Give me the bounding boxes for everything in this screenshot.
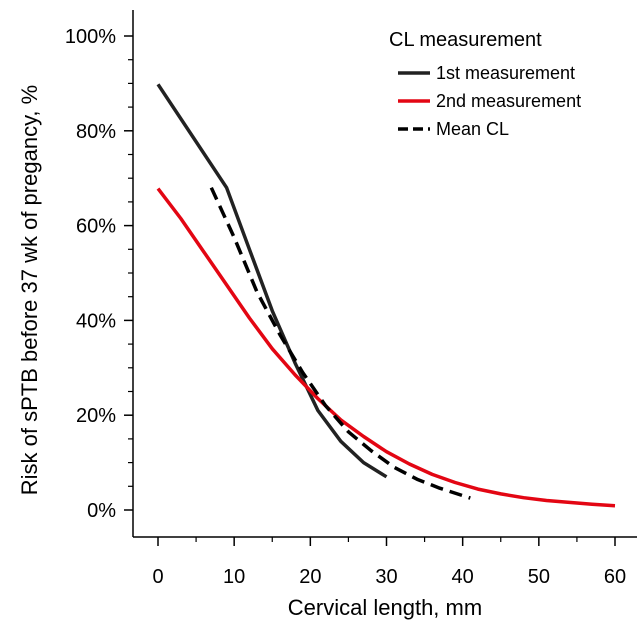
y-axis-ticks: 0% 20% 40% 60% 80% 100% bbox=[65, 26, 133, 522]
x-axis-ticks: 0 10 20 30 40 50 60 bbox=[152, 537, 626, 588]
legend-label: 2nd measurement bbox=[436, 91, 581, 111]
plot-area: 0 10 20 30 40 50 60 0% 20% 40% 60% 80% 100% bbox=[65, 10, 637, 588]
legend-items: 1st measurement 2nd measurement Mean CL bbox=[398, 63, 581, 139]
x-tick-label: 30 bbox=[375, 566, 397, 588]
y-tick-label: 60% bbox=[76, 216, 116, 238]
x-tick-label: 20 bbox=[299, 566, 321, 588]
y-axis-title: Risk of sPTB before 37 wk of pregancy, % bbox=[17, 85, 42, 495]
x-tick-label: 40 bbox=[452, 566, 474, 588]
legend-label: Mean CL bbox=[436, 119, 509, 139]
series-line-2 bbox=[156, 187, 616, 508]
x-tick-label: 60 bbox=[604, 566, 626, 588]
legend-title: CL measurement bbox=[389, 29, 542, 51]
x-tick-label: 10 bbox=[223, 566, 245, 588]
y-tick-label: 20% bbox=[76, 405, 116, 427]
series-line-3 bbox=[209, 186, 471, 500]
legend: CL measurement 1st measurement 2nd measur… bbox=[389, 29, 581, 139]
series-line-1 bbox=[156, 83, 388, 479]
y-tick-label: 0% bbox=[87, 500, 116, 522]
x-tick-label: 0 bbox=[152, 566, 163, 588]
x-tick-label: 50 bbox=[528, 566, 550, 588]
legend-label: 1st measurement bbox=[436, 63, 575, 83]
y-tick-label: 40% bbox=[76, 310, 116, 332]
x-axis-title: Cervical length, mm bbox=[288, 595, 482, 620]
y-tick-label: 100% bbox=[65, 26, 116, 48]
y-tick-label: 80% bbox=[76, 121, 116, 143]
series-layer bbox=[156, 83, 616, 508]
